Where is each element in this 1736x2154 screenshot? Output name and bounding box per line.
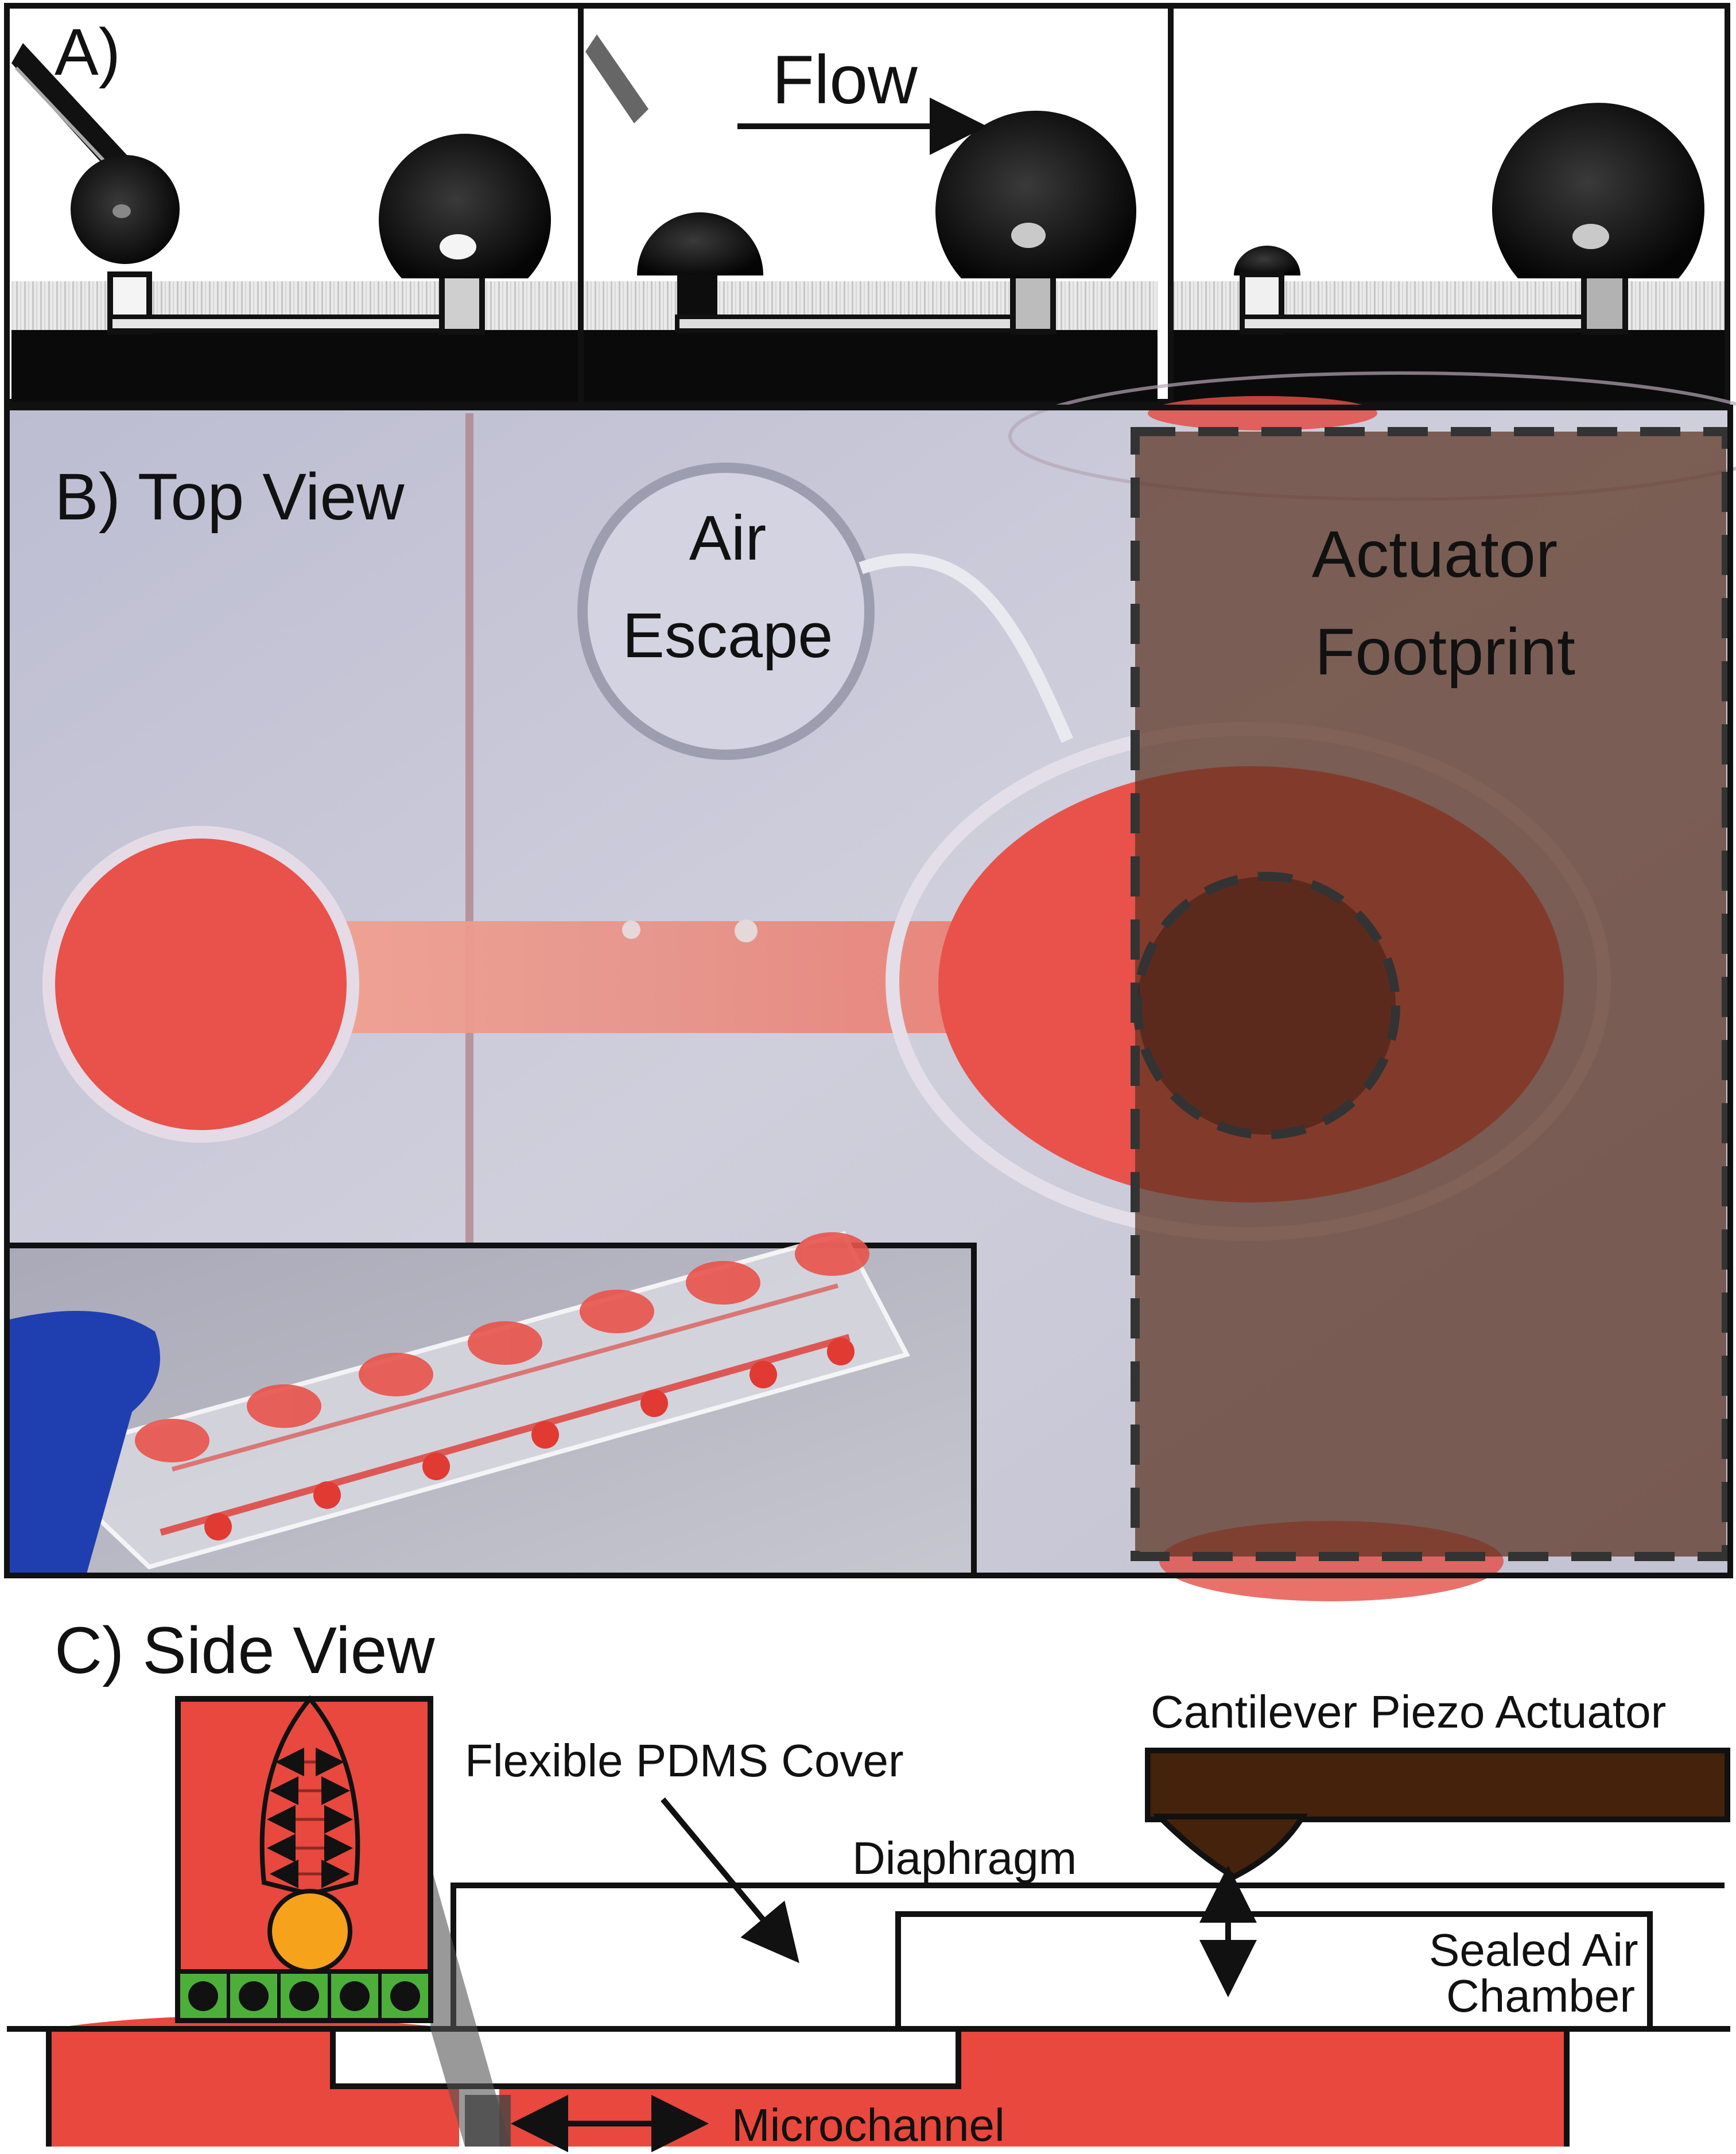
zoom-projection [430,1864,511,2147]
pipette-tip [11,43,135,181]
connecting-channel [333,921,970,1033]
diaphragm-label: Diaphragm [852,1833,1077,1884]
bead [267,1889,352,1974]
panel-a-label: A) [55,15,121,89]
droplet-right [379,134,552,278]
pump-fluid [958,2001,1567,2147]
pdms-cover-block [330,2026,961,2089]
zoom-inset [175,1695,433,2023]
glove [7,1311,160,1575]
air-escape-well [577,463,875,760]
actuator-footprint-line1: Actuator [1312,518,1558,591]
cantilever-label: Cantilever Piezo Actuator [1151,1686,1666,1737]
air-escape-channel [859,553,1074,743]
actuator-contact-zone [1133,872,1400,1139]
cover-pointer-arrow [661,1797,799,1963]
sealed-chamber-line2: Chamber [1446,1970,1635,2021]
panel-a-frame-2: Flow [584,34,1158,402]
sealed-chamber-line1: Sealed Air [1429,1924,1638,1976]
panel-b: Air Escape Actuator Footprint [4,371,1736,1601]
cell-layer [176,1969,433,2023]
air-escape-line2: Escape [623,600,833,671]
chip-slide [30,1231,910,1570]
actuator-tip [1152,1814,1308,1880]
panel-c: C) Side View [7,1614,1730,2152]
panel-c-label: C) Side View [55,1614,436,1687]
panel-a-frame-3 [1174,103,1725,402]
inset-device-photo [4,1231,977,1578]
air-escape-line1: Air [689,503,766,573]
flexible-cover-label: Flexible PDMS Cover [465,1735,904,1786]
flow-label: Flow [772,41,918,118]
actuator-footprint-line2: Footprint [1315,615,1575,689]
pillar-right [439,271,485,335]
cantilever-piezo-actuator [1145,1748,1730,1822]
sealed-air-chamber [895,1911,1653,2032]
panel-a: Flow A) [4,3,1730,405]
microchannel-label: Microchannel [732,2099,1005,2151]
panel-b-label: B) Top View [55,460,405,534]
base-channel [108,315,468,333]
chip-well-row [135,1232,869,1462]
panel-b-frame [4,405,1733,1578]
panel-a-frame-1 [11,43,580,402]
inlet-well [42,826,359,1143]
shear-arrows [267,1748,353,1888]
